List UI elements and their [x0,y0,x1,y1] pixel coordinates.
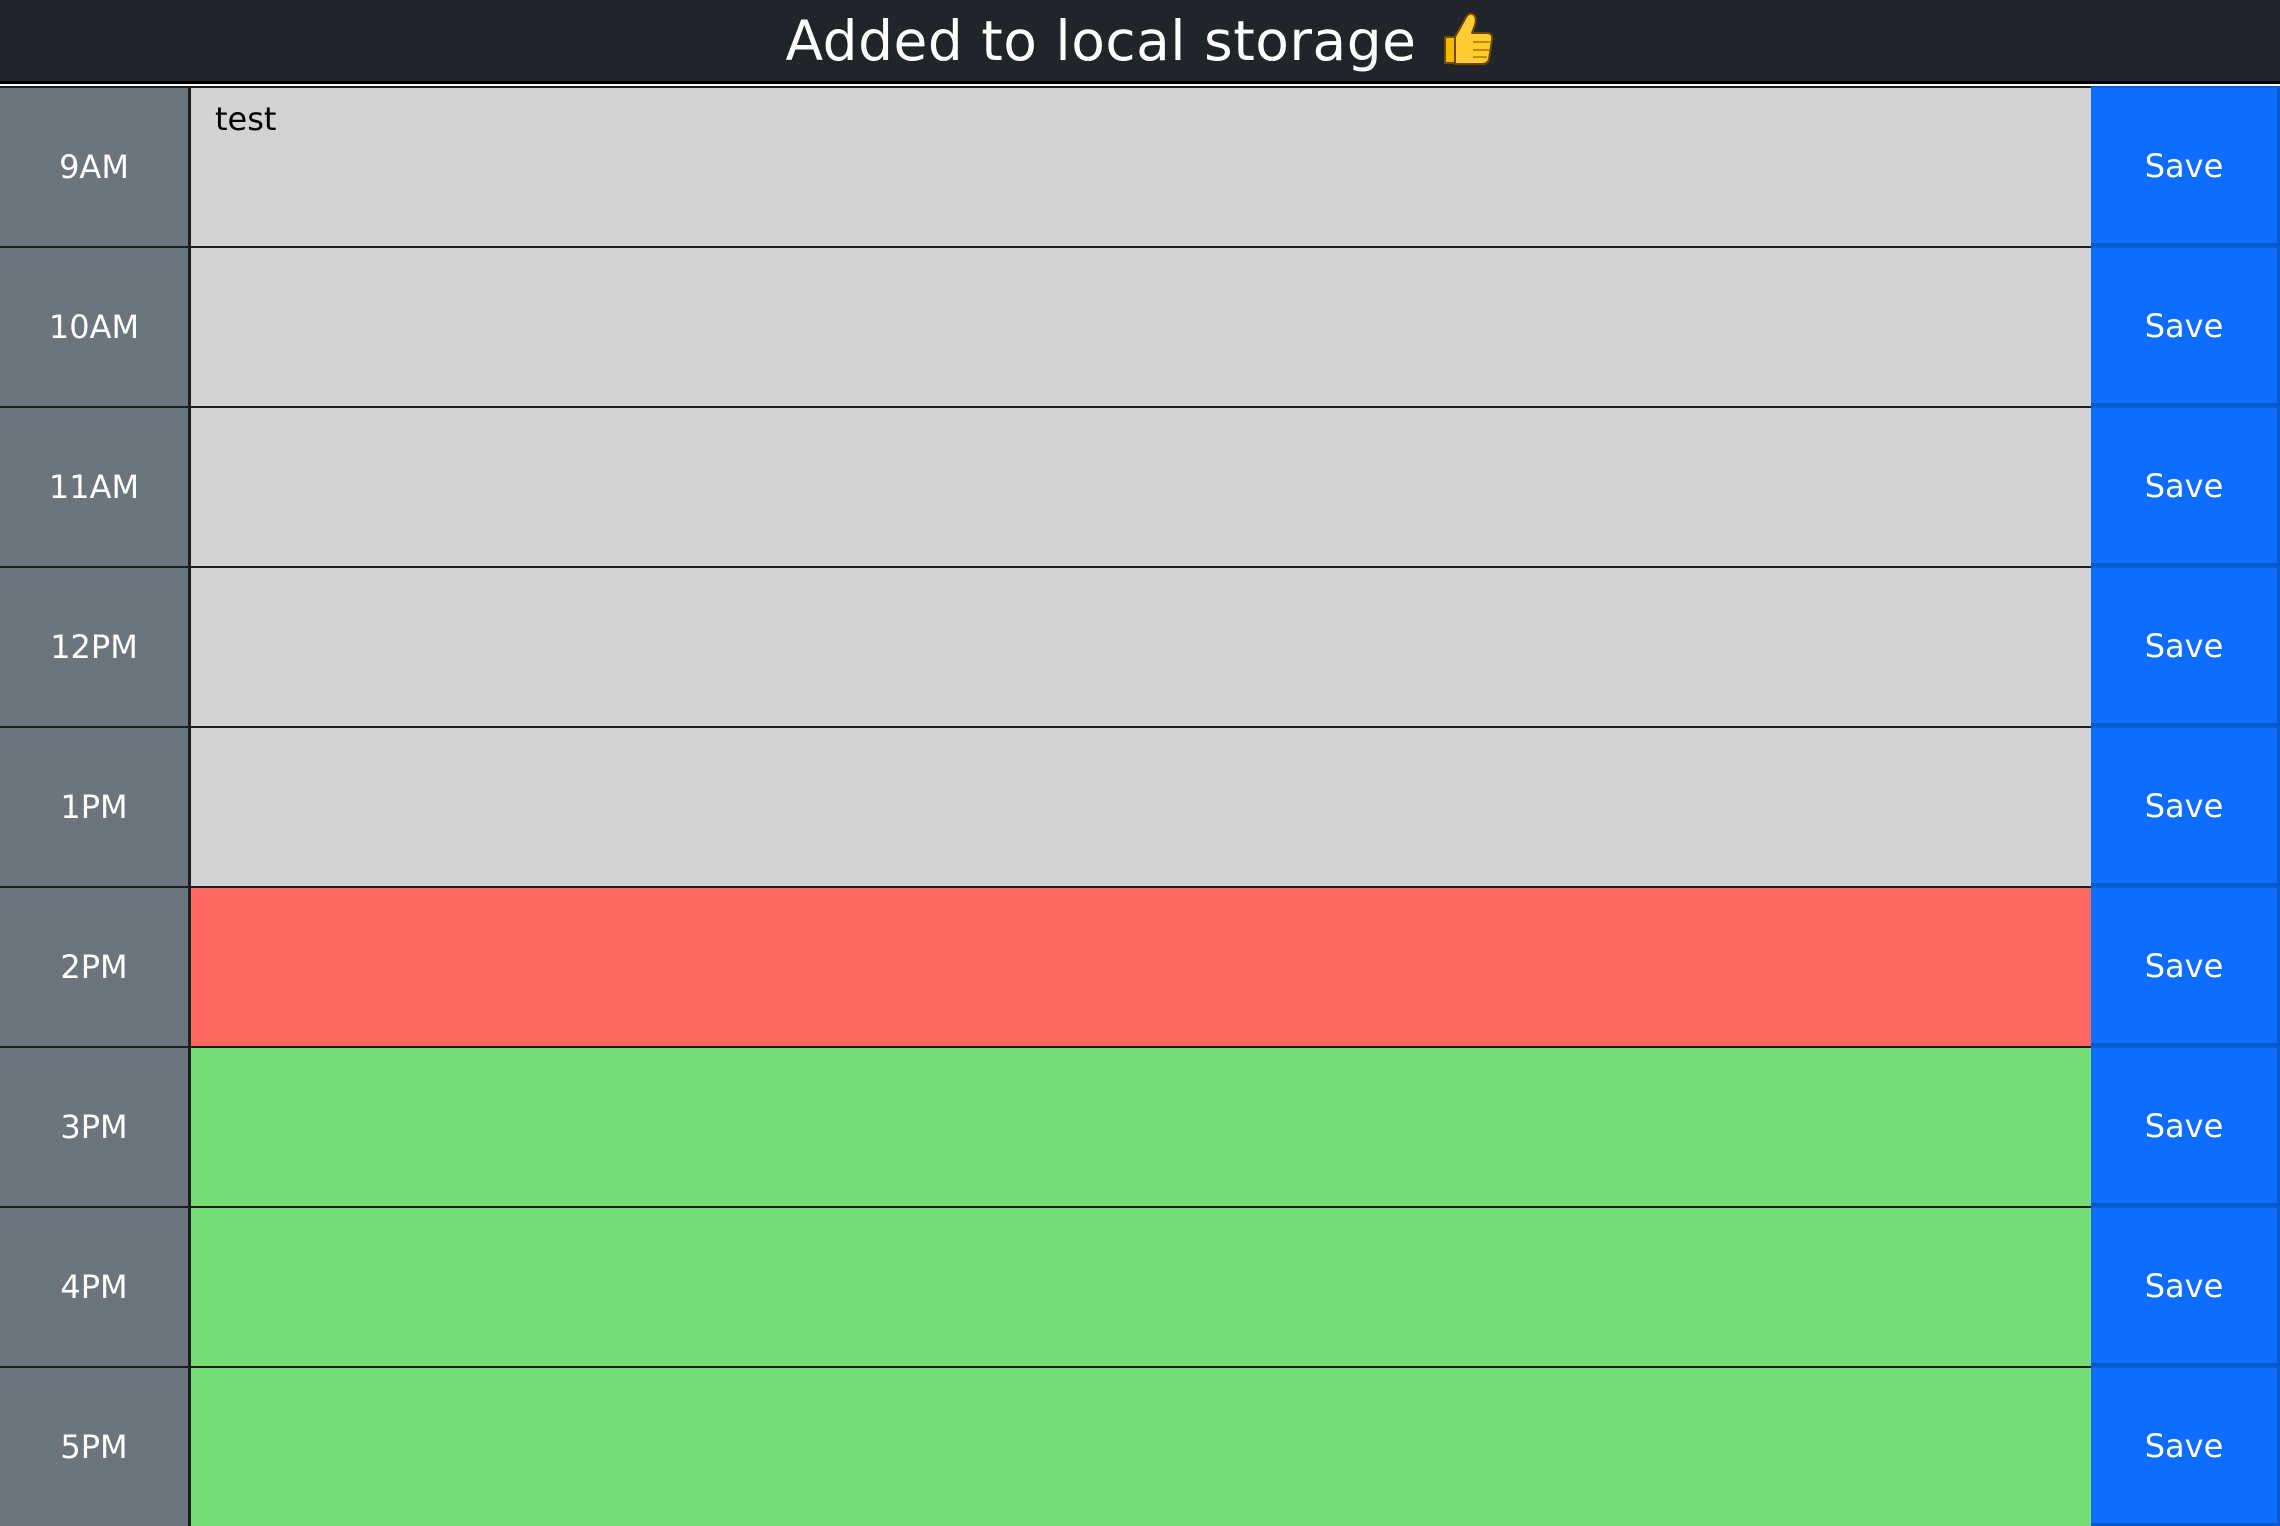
time-block-row: 2PM Save [0,886,2280,1046]
time-block-row: 12PM Save [0,566,2280,726]
time-block-row: 1PM Save [0,726,2280,886]
time-block-row: 5PM Save [0,1366,2280,1526]
event-description-input[interactable] [191,406,2091,566]
time-block-row: 11AM Save [0,406,2280,566]
time-block-row: 10AM Save [0,246,2280,406]
save-button[interactable]: Save [2091,406,2280,566]
event-description-input[interactable] [191,1046,2091,1206]
hour-label: 2PM [0,886,191,1046]
time-block-row: 9AM Save [0,86,2280,246]
hour-label: 10AM [0,246,191,406]
save-button[interactable]: Save [2091,566,2280,726]
time-block-row: 4PM Save [0,1206,2280,1366]
time-block-list: 9AM Save 10AM Save 11AM Save 12PM Save 1… [0,86,2280,1526]
hour-label: 12PM [0,566,191,726]
hour-label: 9AM [0,86,191,246]
event-description-input[interactable] [191,86,2091,246]
event-description-input[interactable] [191,1206,2091,1366]
save-button[interactable]: Save [2091,1046,2280,1206]
hour-label: 11AM [0,406,191,566]
thumbs-up-icon [1437,9,1495,69]
time-block-row: 3PM Save [0,1046,2280,1206]
hour-label: 4PM [0,1206,191,1366]
save-button[interactable]: Save [2091,1366,2280,1526]
event-description-input[interactable] [191,246,2091,406]
event-description-input[interactable] [191,886,2091,1046]
event-description-input[interactable] [191,1366,2091,1526]
hour-label: 3PM [0,1046,191,1206]
hour-label: 1PM [0,726,191,886]
storage-notification-banner: Added to local storage [0,0,2280,84]
save-button[interactable]: Save [2091,886,2280,1046]
save-button[interactable]: Save [2091,1206,2280,1366]
save-button[interactable]: Save [2091,246,2280,406]
hour-label: 5PM [0,1366,191,1526]
event-description-input[interactable] [191,726,2091,886]
save-button[interactable]: Save [2091,726,2280,886]
notification-message: Added to local storage [785,8,1417,73]
save-button[interactable]: Save [2091,86,2280,246]
event-description-input[interactable] [191,566,2091,726]
